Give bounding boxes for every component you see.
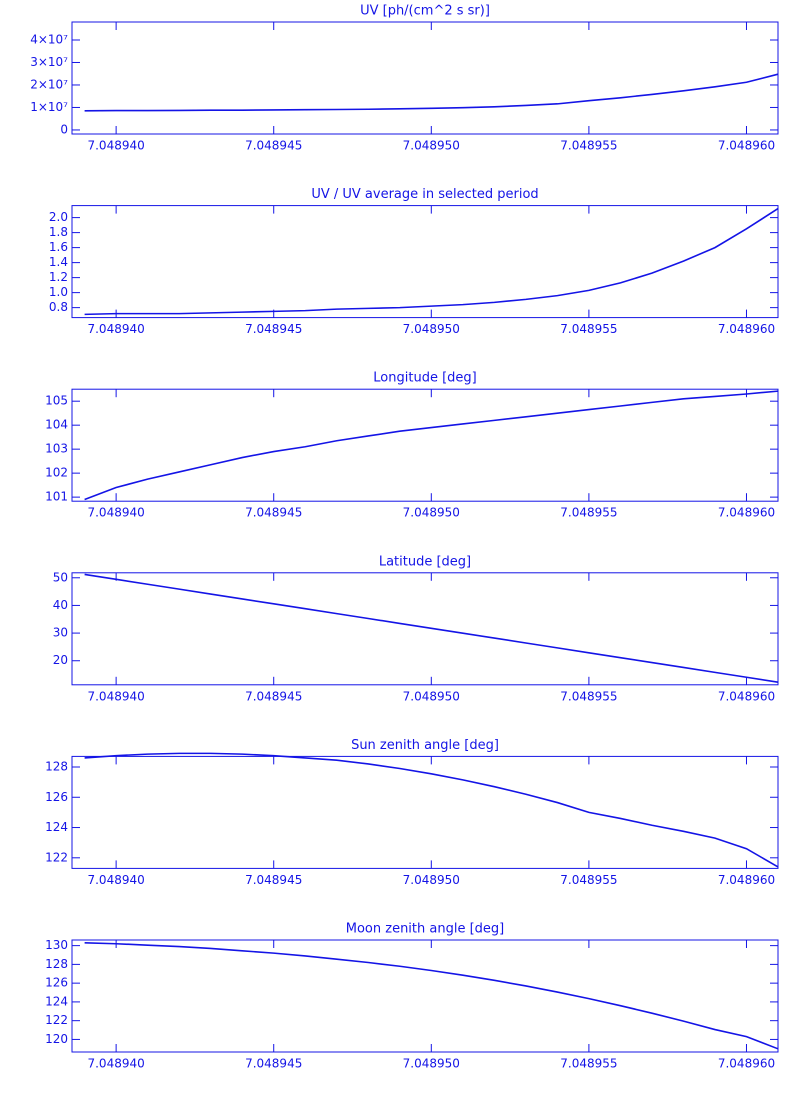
y-tick-label: 1.6 <box>49 240 68 254</box>
x-tick-label: 7.048955 <box>560 1057 617 1071</box>
y-tick-label: 122 <box>45 850 68 864</box>
chart-title: UV / UV average in selected period <box>311 187 538 202</box>
y-tick-label: 101 <box>45 490 68 504</box>
y-tick-label: 20 <box>53 653 68 667</box>
plot-frame <box>71 755 779 869</box>
y-tick-label: 50 <box>53 570 68 584</box>
x-tick-label: 7.048940 <box>87 689 144 703</box>
x-tick-label: 7.048945 <box>245 506 302 520</box>
x-tick-label: 7.048945 <box>245 322 302 336</box>
data-line <box>84 390 779 501</box>
data-line <box>84 573 779 683</box>
chart-title: Latitude [deg] <box>379 554 471 569</box>
chart-title: Sun zenith angle [deg] <box>351 738 499 753</box>
x-tick-label: 7.048960 <box>718 506 775 520</box>
chart-title: UV [ph/(cm^2 s sr)] <box>360 4 490 19</box>
y-tick-label: 0.8 <box>49 300 68 314</box>
y-tick-label: 1×10⁷ <box>30 100 68 114</box>
y-tick-label: 105 <box>45 394 68 408</box>
x-tick-label: 7.048950 <box>403 873 460 887</box>
y-tick-label: 103 <box>45 442 68 456</box>
x-tick-label: 7.048960 <box>718 689 775 703</box>
x-tick-label: 7.048940 <box>87 1057 144 1071</box>
plot-frame <box>71 21 779 135</box>
y-tick-label: 2.0 <box>49 210 68 224</box>
x-tick-label: 7.048960 <box>718 1057 775 1071</box>
y-tick-label: 3×10⁷ <box>30 55 68 69</box>
x-tick-label: 7.048960 <box>718 139 775 153</box>
y-tick-label: 30 <box>53 626 68 640</box>
x-tick-label: 7.048960 <box>718 873 775 887</box>
y-tick-label: 124 <box>45 820 68 834</box>
x-tick-label: 7.048945 <box>245 1057 302 1071</box>
data-line <box>84 207 779 316</box>
x-tick-label: 7.048955 <box>560 506 617 520</box>
x-tick-label: 7.048945 <box>245 873 302 887</box>
y-tick-label: 4×10⁷ <box>30 32 68 46</box>
y-tick-label: 124 <box>45 994 68 1008</box>
y-tick-label: 126 <box>45 976 68 990</box>
y-tick-label: 40 <box>53 598 68 612</box>
data-line <box>84 942 779 1050</box>
x-tick-label: 7.048940 <box>87 322 144 336</box>
plot-frame <box>71 939 779 1053</box>
y-tick-label: 104 <box>45 418 68 432</box>
x-tick-label: 7.048950 <box>403 139 460 153</box>
data-line <box>84 752 779 868</box>
x-tick-label: 7.048955 <box>560 139 617 153</box>
y-tick-label: 1.2 <box>49 270 68 284</box>
y-tick-label: 126 <box>45 790 68 804</box>
x-tick-label: 7.048940 <box>87 506 144 520</box>
x-tick-label: 7.048945 <box>245 689 302 703</box>
x-tick-label: 7.048940 <box>87 873 144 887</box>
x-tick-label: 7.048950 <box>403 322 460 336</box>
y-tick-label: 128 <box>45 759 68 773</box>
chart-title: Longitude [deg] <box>373 371 476 386</box>
x-tick-label: 7.048940 <box>87 139 144 153</box>
y-tick-label: 102 <box>45 466 68 480</box>
x-tick-label: 7.048945 <box>245 139 302 153</box>
y-tick-label: 128 <box>45 957 68 971</box>
y-tick-label: 2×10⁷ <box>30 77 68 91</box>
data-line <box>84 73 779 112</box>
y-tick-label: 1.8 <box>49 225 68 239</box>
y-tick-label: 0 <box>60 122 68 136</box>
x-tick-label: 7.048955 <box>560 322 617 336</box>
x-tick-label: 7.048955 <box>560 689 617 703</box>
plot-frame <box>71 205 779 319</box>
x-tick-label: 7.048950 <box>403 506 460 520</box>
x-tick-label: 7.048950 <box>403 689 460 703</box>
x-tick-label: 7.048950 <box>403 1057 460 1071</box>
x-tick-label: 7.048960 <box>718 322 775 336</box>
y-tick-label: 1.0 <box>49 285 68 299</box>
x-tick-label: 7.048955 <box>560 873 617 887</box>
y-tick-label: 122 <box>45 1013 68 1027</box>
plot-frame <box>71 388 779 502</box>
chart-title: Moon zenith angle [deg] <box>346 922 504 937</box>
y-tick-label: 120 <box>45 1032 68 1046</box>
y-tick-label: 130 <box>45 938 68 952</box>
plot-frame <box>71 572 779 686</box>
y-tick-label: 1.4 <box>49 255 68 269</box>
